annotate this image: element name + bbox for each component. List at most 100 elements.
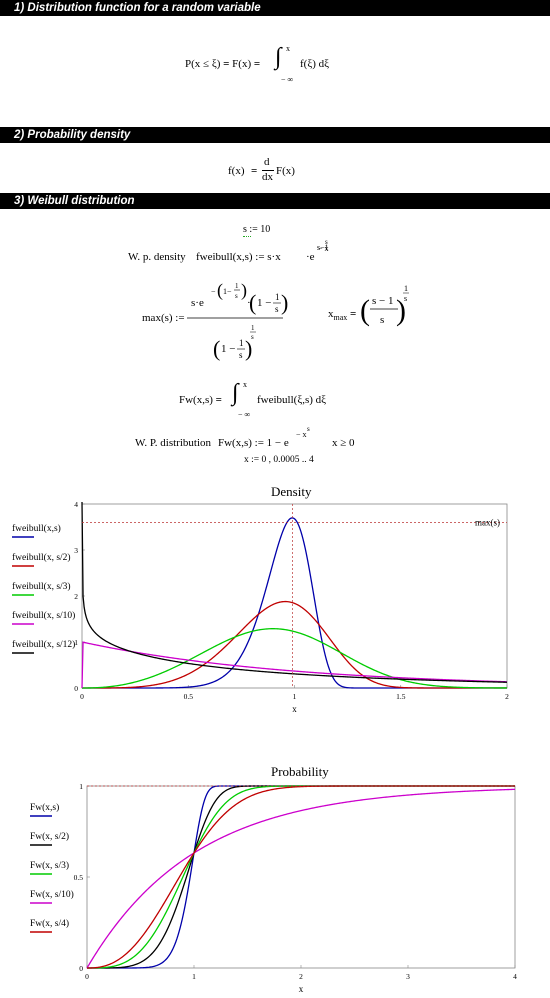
section-title: 3) Weibull distribution xyxy=(14,195,135,207)
x-tick-label: 1.5 xyxy=(396,692,406,701)
max-formula: s·e − ( 1− 1 s ) · ( 1 − 1 s ) ( 1 − 1 s… xyxy=(187,280,288,361)
fw-integral-lhs: Fw(x,s) = xyxy=(179,394,222,406)
fraction-bar xyxy=(262,170,274,171)
svg-text:s: s xyxy=(275,304,279,314)
svg-text:1: 1 xyxy=(275,292,280,302)
x-range-definition: x := 0 , 0.0005 .. 4 xyxy=(244,455,314,465)
legend-label: Fw(x,s) xyxy=(30,802,59,813)
legend-label: Fw(x, s/10) xyxy=(30,889,74,900)
legend-label: Fw(x, s/4) xyxy=(30,918,69,929)
y-tick-label: 0.5 xyxy=(74,873,84,882)
integral-lower-limit: − ∞ xyxy=(281,75,294,84)
x-tick-label: 0.5 xyxy=(184,692,194,701)
equals-sign: = xyxy=(251,165,258,177)
probability-chart-title: Probability xyxy=(271,764,329,779)
series-line xyxy=(87,785,515,969)
svg-text:s·e: s·e xyxy=(191,297,204,309)
probability-chart: 0 1 2 3 4 0 0.5 1 x Fw(x,s) Fw(x, s/2) Fw(x, s/3) Fw… xyxy=(30,782,517,994)
integrand: f(ξ) dξ xyxy=(300,58,330,70)
svg-text:1−: 1− xyxy=(223,287,232,296)
legend-label: Fw(x, s/2) xyxy=(30,831,69,842)
svg-text:): ) xyxy=(241,280,247,301)
series-line xyxy=(81,501,508,683)
x-tick-label: 3 xyxy=(406,972,410,981)
y-tick-label: 0 xyxy=(79,964,83,973)
distribution-label: W. P. distribution xyxy=(135,437,211,449)
series-line xyxy=(82,600,507,689)
s-underline xyxy=(243,236,251,237)
eq1-mid: F(x) xyxy=(232,58,252,70)
y-tick-label: 0 xyxy=(74,684,78,693)
svg-text:1: 1 xyxy=(404,284,408,293)
integral-symbol: ∫ xyxy=(275,44,282,70)
legend-label: Fw(x, s/3) xyxy=(30,860,69,871)
density-exponent-s: s xyxy=(325,238,328,246)
eq2-rhs: F(x) xyxy=(276,165,295,177)
density-chart-title: Density xyxy=(271,484,312,499)
svg-text:−: − xyxy=(211,287,216,296)
max-annotation: max(s) xyxy=(475,517,500,527)
y-tick-label: 1 xyxy=(79,782,83,791)
max-definition-lhs: max(s) := xyxy=(142,312,185,324)
svg-text:): ) xyxy=(396,294,406,327)
x-tick-label: 0 xyxy=(85,972,89,981)
s-definition: s := 10 xyxy=(243,224,271,235)
section-header-1: 1) Distribution function for a random va… xyxy=(0,0,550,16)
svg-text:(: ( xyxy=(217,280,223,301)
series-line xyxy=(87,785,515,969)
density-exponent: s−1 xyxy=(317,243,329,252)
series-line xyxy=(87,785,515,969)
series-line xyxy=(87,785,515,969)
plot-frame xyxy=(86,785,516,969)
density-exponent-neg-x: − x xyxy=(318,244,329,253)
distribution-definition: Fw(x,s) := 1 − e xyxy=(218,437,289,449)
svg-text:1 −: 1 − xyxy=(257,297,271,309)
svg-text:s: s xyxy=(404,294,407,303)
svg-text:(: ( xyxy=(249,290,256,315)
section-title: 2) Probability density xyxy=(14,129,131,141)
integral-upper-limit-2: x xyxy=(243,380,247,389)
xmax-label: xmax = xyxy=(328,308,357,322)
svg-text:1: 1 xyxy=(251,324,255,332)
svg-text:s: s xyxy=(380,314,384,326)
section-header-3: 3) Weibull distribution xyxy=(0,193,550,209)
series-line xyxy=(86,788,516,969)
svg-text:s: s xyxy=(239,350,243,360)
density-label: W. p. density xyxy=(128,251,186,263)
svg-text:(: ( xyxy=(360,294,370,327)
distribution-exponent-s: s xyxy=(307,425,310,433)
svg-text:1: 1 xyxy=(239,338,244,348)
density-chart: 0 0.5 1 1.5 2 0 1 2 3 4 x fweibull(x,s) fweibull(x, … xyxy=(12,500,509,714)
eq2-lhs: f(x) xyxy=(228,165,245,177)
integral-lower-limit-2: − ∞ xyxy=(238,410,251,419)
series-line xyxy=(82,628,508,689)
x-tick-label: 1 xyxy=(293,692,297,701)
x-tick-label: 1 xyxy=(192,972,196,981)
svg-text:(: ( xyxy=(213,336,220,361)
svg-text:): ) xyxy=(245,336,252,361)
integral-upper-limit: x xyxy=(286,44,290,53)
svg-text:1 −: 1 − xyxy=(221,343,235,355)
x-tick-label: 2 xyxy=(299,972,303,981)
x-axis-label: x xyxy=(299,984,304,994)
x-tick-label: 2 xyxy=(505,692,509,701)
x-tick-label: 0 xyxy=(80,692,84,701)
x-axis-label: x xyxy=(292,704,297,714)
svg-text:1: 1 xyxy=(235,282,239,290)
legend-label: fweibull(x, s/10) xyxy=(12,610,75,621)
legend-label: fweibull(x, s/2) xyxy=(12,552,71,563)
fw-integrand: fweibull(ξ,s) dξ xyxy=(257,394,327,406)
y-tick-label: 1 xyxy=(74,638,78,647)
xmax-formula: ( s − 1 s ) 1 s xyxy=(360,284,409,327)
x-tick-label: 4 xyxy=(513,972,517,981)
svg-text:s − 1: s − 1 xyxy=(372,295,393,307)
legend-label: fweibull(x, s/3) xyxy=(12,581,71,592)
series-line xyxy=(81,641,508,689)
svg-text:·: · xyxy=(247,297,251,309)
distribution-exponent: − x xyxy=(296,430,307,439)
legend-label: fweibull(x,s) xyxy=(12,523,61,534)
section-title: 1) Distribution function for a random va… xyxy=(14,2,261,14)
derivative-dx: dx xyxy=(262,171,273,183)
integral-symbol-2: ∫ xyxy=(232,380,239,406)
y-tick-label: 2 xyxy=(74,592,78,601)
